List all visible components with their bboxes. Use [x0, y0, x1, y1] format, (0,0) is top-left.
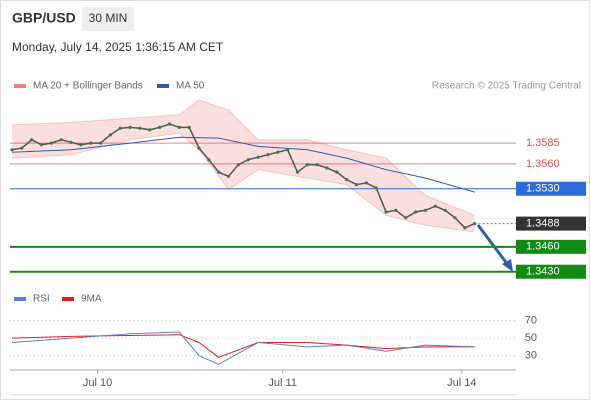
timeframe: 30 MIN: [89, 11, 128, 25]
price-point: [443, 208, 447, 212]
legend-swatch: [14, 84, 26, 88]
price-point: [148, 128, 152, 132]
price-point: [177, 125, 181, 129]
level-label: 1.3430: [526, 266, 560, 278]
price-point: [404, 216, 408, 220]
price-point: [59, 138, 63, 142]
level-box: [516, 216, 586, 231]
price-point: [413, 210, 418, 214]
price-point: [79, 143, 83, 147]
price-point: [158, 125, 162, 129]
price-point: [98, 141, 103, 145]
price-point: [30, 138, 34, 142]
y-tick-label: 50: [525, 332, 537, 344]
legend-label: MA 20 + Bollinger Bands: [33, 81, 143, 92]
legend-swatch: [62, 297, 74, 301]
price-point: [236, 163, 240, 167]
forecast-arrow: [476, 224, 510, 266]
price-point: [295, 170, 300, 174]
price-point: [226, 174, 231, 178]
price-point: [345, 178, 349, 182]
price-point: [89, 141, 93, 145]
y-tick-label: 70: [525, 315, 537, 327]
legend-label: MA 50: [176, 81, 205, 92]
price-point: [128, 125, 132, 129]
price-point: [286, 148, 290, 152]
price-point: [10, 148, 14, 152]
y-tick-label: 30: [525, 349, 537, 361]
price-point: [39, 143, 44, 147]
arrow-head: [502, 259, 513, 272]
x-tick-label: Jul 14: [447, 377, 476, 389]
price-line: [11, 123, 475, 229]
ma50-line: [11, 136, 475, 193]
x-tick-label: Jul 10: [83, 377, 112, 389]
price-point: [276, 150, 280, 154]
date: Monday, July 14, 2025 1:36:15 AM CET: [12, 40, 224, 54]
price-point: [354, 183, 359, 187]
price-point: [463, 226, 467, 230]
price-point: [49, 141, 53, 145]
price-point: [167, 122, 172, 126]
price-point: [217, 170, 221, 174]
price-point: [118, 126, 122, 130]
legend-swatch: [157, 84, 169, 88]
bollinger-lower: [11, 132, 475, 233]
price-point: [256, 155, 260, 159]
legend-swatch: [14, 297, 26, 301]
price-point: [197, 146, 201, 150]
price-point: [187, 125, 191, 129]
x-tick-label: Jul 11: [268, 377, 297, 389]
level-label: 1.3530: [526, 183, 560, 195]
price-point: [374, 186, 378, 190]
timeframe-box: [82, 7, 134, 31]
legend-label: RSI: [33, 294, 50, 305]
level-box: [516, 239, 586, 254]
price-point: [384, 210, 388, 214]
price-point: [138, 126, 142, 130]
price-point: [108, 133, 113, 137]
source: Research © 2025 Trading Central: [432, 81, 581, 92]
price-point: [207, 158, 211, 162]
price-point: [473, 222, 477, 226]
legend-label: 9MA: [81, 294, 102, 305]
price-point: [325, 166, 329, 170]
price-point: [315, 163, 319, 167]
price-point: [364, 181, 368, 185]
price-point: [433, 204, 437, 208]
price-point: [305, 163, 309, 167]
level-box: [516, 181, 586, 196]
price-point: [266, 153, 270, 157]
price-point: [394, 208, 398, 212]
symbol: GBP/USD: [12, 10, 76, 26]
bollinger-fill: [12, 100, 475, 232]
price-point: [453, 216, 457, 220]
price-point: [423, 208, 428, 212]
level-label: 1.3488: [526, 218, 560, 230]
level-label: 1.3560: [526, 158, 560, 170]
price-point: [69, 140, 73, 144]
rsi-line: [11, 331, 475, 365]
price-point: [335, 170, 339, 174]
ma9-line: [11, 334, 475, 358]
level-box: [516, 264, 586, 279]
price-point: [20, 146, 24, 150]
price-point: [246, 158, 250, 162]
level-label: 1.3585: [526, 137, 560, 149]
level-label: 1.3460: [526, 241, 560, 253]
